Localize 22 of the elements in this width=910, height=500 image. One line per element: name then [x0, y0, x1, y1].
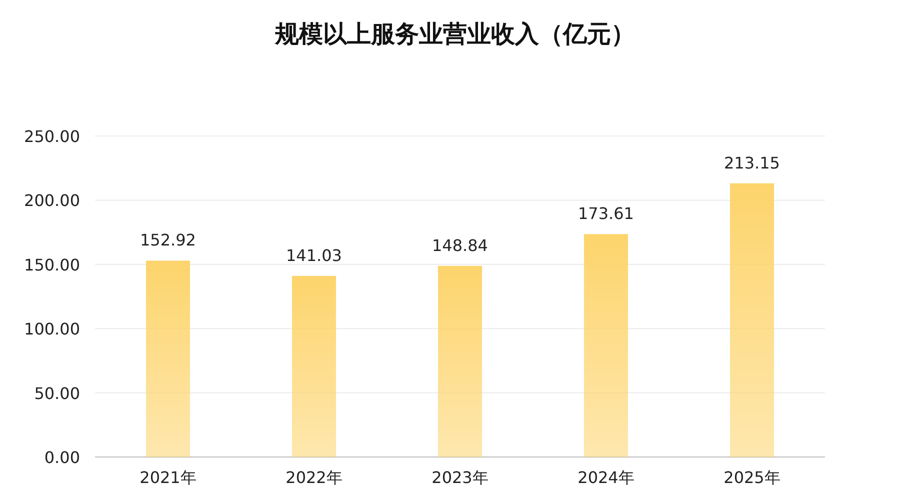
data-label: 148.84 [432, 236, 488, 255]
x-tick-label: 2025年 [724, 468, 780, 487]
bar [584, 234, 628, 457]
data-label: 141.03 [286, 246, 342, 265]
x-tick-label: 2023年 [432, 468, 488, 487]
y-tick-label: 150.00 [24, 255, 80, 274]
data-label: 173.61 [578, 204, 634, 224]
x-tick-label: 2024年 [578, 468, 634, 487]
x-tick-label: 2022年 [286, 468, 342, 487]
bar [292, 276, 336, 457]
y-tick-label: 200.00 [24, 191, 80, 210]
data-label: 152.92 [140, 230, 196, 250]
bar [146, 260, 190, 457]
y-tick-label: 100.00 [24, 320, 80, 339]
data-label: 213.15 [724, 153, 780, 172]
y-tick-label: 250.00 [24, 127, 80, 146]
bar [438, 266, 482, 457]
y-tick-label: 50.00 [34, 384, 80, 403]
y-tick-label: 0.00 [44, 448, 80, 467]
x-tick-label: 2021年 [140, 468, 196, 487]
chart-title: 规模以上服务业营业收入（亿元） [274, 20, 635, 48]
bar [730, 183, 774, 457]
